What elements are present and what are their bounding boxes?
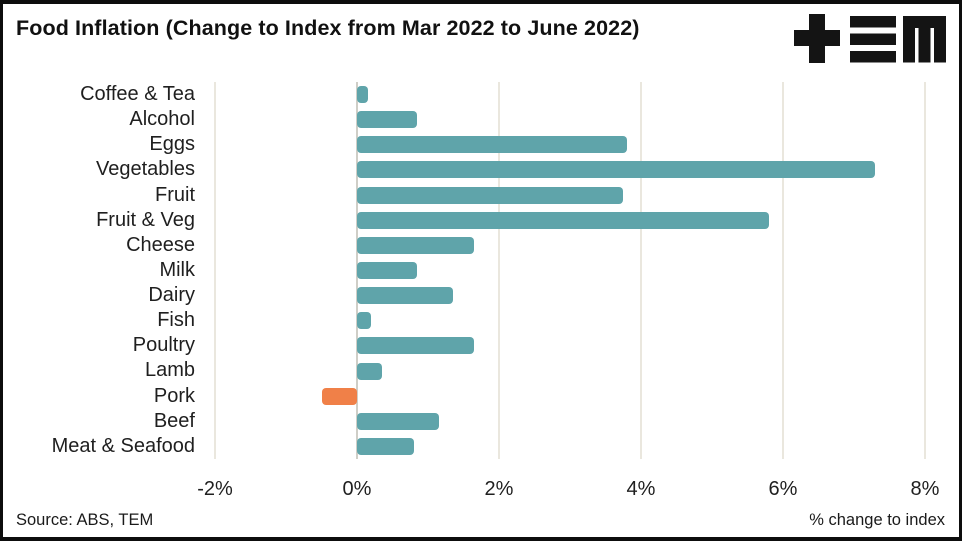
category-label: Pork (153, 384, 195, 407)
gridline (498, 82, 500, 459)
bar-alcohol (357, 111, 418, 129)
axis-note-label: % change to index (809, 511, 945, 529)
value-axis: -2% 0% 2% 4% 6% 8% (197, 478, 939, 504)
logo-plus-glyph (794, 14, 840, 63)
bar-vegetables (357, 161, 876, 179)
tem-logo (794, 14, 946, 63)
bar-pork (321, 387, 357, 405)
category-label: Meat & Seafood (51, 434, 195, 457)
bar-beef (357, 412, 439, 430)
bar-row (215, 183, 925, 208)
gridline (214, 82, 216, 459)
x-tick-label: -2% (197, 478, 233, 500)
category-axis: Coffee & Tea Alcohol Eggs Vegetables Fruit Fr… (3, 82, 195, 459)
bar-row (215, 358, 925, 383)
bar-row (215, 384, 925, 409)
bar-fruit-and-veg (357, 211, 769, 229)
source-note: Source: ABS, TEM (16, 511, 154, 529)
bar-row (215, 434, 925, 459)
category-label: Milk (159, 258, 195, 281)
category-label: Alcohol (129, 108, 195, 131)
logo-e-glyph (850, 16, 896, 63)
bar-eggs (357, 136, 627, 154)
x-tick-label: 4% (626, 478, 656, 500)
bar-meat-and-seafood (357, 437, 414, 455)
category-label: Fruit (155, 183, 195, 206)
category-label: Dairy (148, 284, 195, 307)
x-tick-label: 8% (910, 478, 940, 500)
bar-row (215, 258, 925, 283)
bar-row (215, 283, 925, 308)
bar-row (215, 107, 925, 132)
category-label: Poultry (132, 334, 195, 357)
page-title: Food Inflation (Change to Index from Mar… (16, 16, 640, 40)
category-label: Eggs (149, 133, 195, 156)
category-label: Fruit & Veg (96, 208, 195, 231)
bar-lamb (357, 362, 382, 380)
bar-fish (357, 312, 372, 330)
bar-milk (357, 261, 418, 279)
bar-row (215, 208, 925, 233)
logo-m-glyph (903, 16, 946, 63)
plot-area (214, 82, 926, 459)
bar-row (215, 132, 925, 157)
category-label: Coffee & Tea (80, 83, 195, 105)
gridline (924, 82, 926, 459)
bar-dairy (357, 287, 453, 305)
bar-poultry (357, 337, 475, 355)
bar-coffee-and-tea (357, 86, 368, 104)
category-label: Beef (153, 409, 195, 432)
bar-row (215, 308, 925, 333)
bar-cheese (357, 236, 475, 254)
gridline (640, 82, 642, 459)
category-label: Vegetables (96, 158, 195, 181)
bar-row (215, 333, 925, 358)
x-tick-label: 0% (342, 478, 372, 500)
category-label: Lamb (144, 359, 195, 382)
x-tick-label: 2% (484, 478, 514, 500)
x-tick-label: 6% (768, 478, 798, 500)
category-label: Fish (157, 309, 195, 332)
bar-row (215, 82, 925, 107)
bar-fruit (357, 186, 624, 204)
bar-row (215, 409, 925, 434)
category-label: Cheese (126, 233, 195, 256)
gridline (782, 82, 784, 459)
bar-row (215, 233, 925, 258)
bar-row (215, 157, 925, 182)
